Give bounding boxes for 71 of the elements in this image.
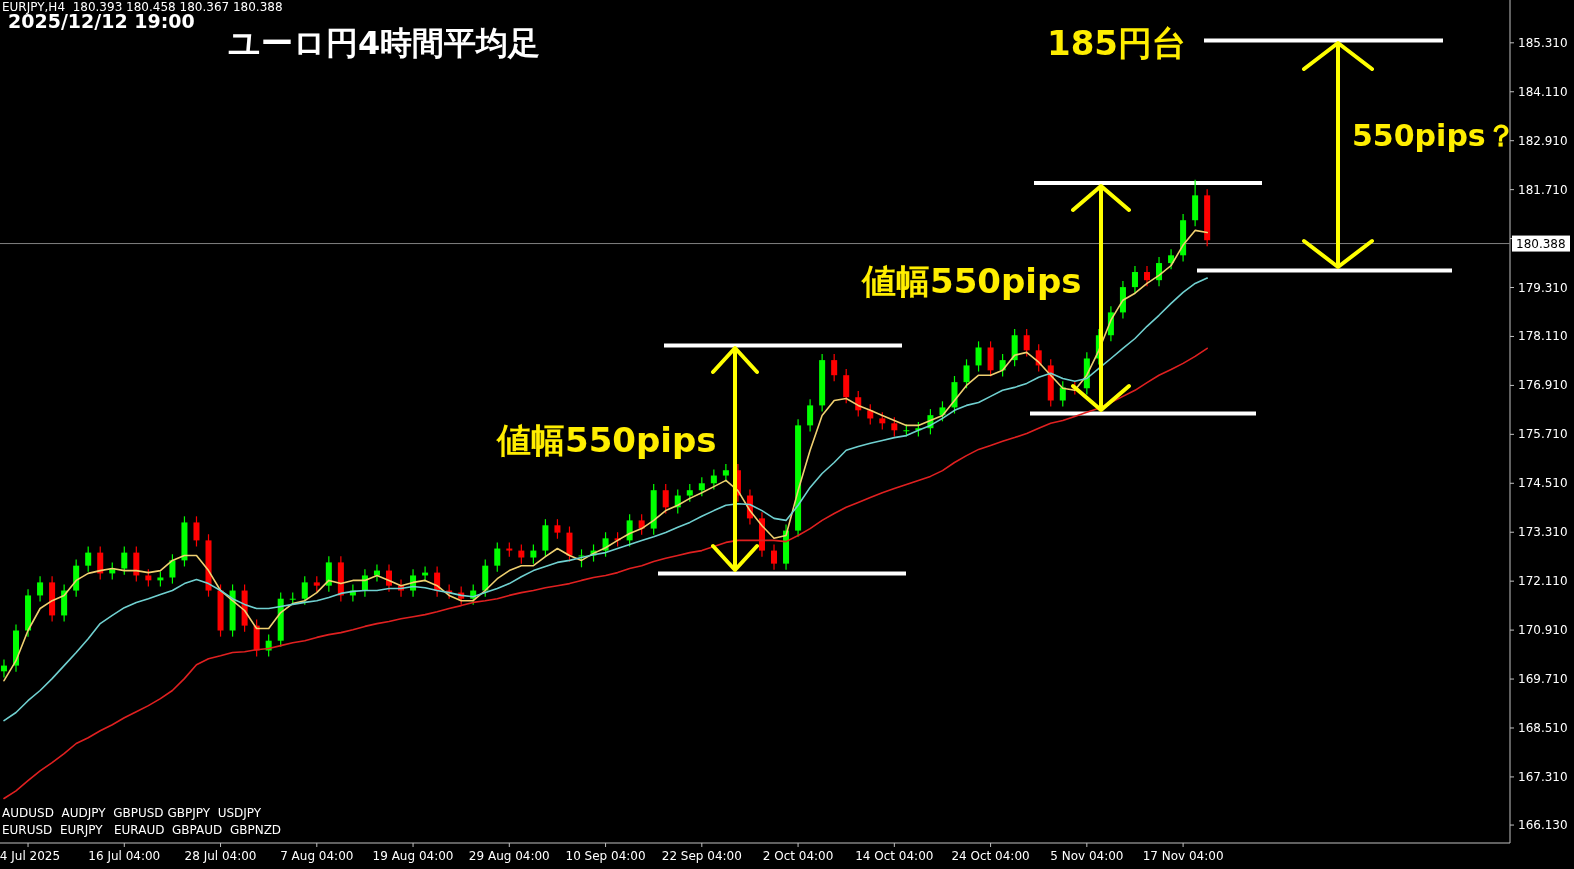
y-tick-label: 182.910: [1518, 133, 1568, 148]
y-tick-label: 170.910: [1518, 623, 1568, 638]
candlestick: [193, 515, 200, 548]
candlestick: [662, 483, 669, 515]
x-tick-label: 2 Oct 04:00: [762, 849, 834, 863]
candlestick: [518, 543, 525, 565]
x-tick-label: 5 Nov 04:00: [1050, 849, 1124, 863]
x-tick-label: 22 Sep 04:00: [661, 849, 742, 863]
candlestick: [566, 525, 573, 563]
candlestick: [638, 513, 645, 536]
candlestick: [325, 555, 332, 593]
text: ユーロ円4時間平均足: [228, 24, 541, 62]
candlestick: [1023, 328, 1030, 358]
x-tick-label: 28 Jul 04:00: [184, 849, 257, 863]
candlestick: [975, 340, 982, 373]
candlestick: [939, 400, 946, 422]
line-series: [3, 229, 1208, 682]
y-tick-label: 169.710: [1518, 672, 1568, 687]
x-tick-label: 10 Sep 04:00: [565, 849, 646, 863]
y-tick-label: 181.710: [1518, 182, 1568, 197]
candlestick: [1143, 265, 1151, 287]
candlestick: [1168, 248, 1175, 270]
x-tick-label: 14 Oct 04:00: [855, 849, 934, 863]
annotation: EURJPY,H4 180.393 180.458 180.367 180.388: [2, 0, 283, 14]
candlestick: [133, 545, 140, 583]
candlestick: [121, 545, 128, 576]
candlestick: [843, 368, 850, 404]
x-tick-label: 24 Oct 04:00: [951, 849, 1030, 863]
annotation: 値幅550pips: [861, 261, 1082, 301]
x-tick-label: 16 Jul 04:00: [88, 849, 161, 863]
candlestick: [963, 358, 970, 389]
candlestick: [771, 543, 778, 571]
candlestick: [554, 518, 561, 540]
annotation: 値幅550pips: [496, 420, 717, 460]
x-tick-label: 7 Aug 04:00: [280, 849, 354, 863]
annotation: EURUSD EURJPY EURAUD GBPAUD GBPNZD: [2, 823, 282, 837]
candlestick: [37, 575, 44, 603]
y-tick-label: 173.310: [1518, 525, 1568, 540]
candlestick: [626, 513, 633, 548]
candlestick: [698, 476, 705, 497]
candlestick: [85, 545, 92, 573]
y-tick-label: 174.510: [1518, 476, 1568, 491]
candlestick: [494, 541, 501, 573]
annotation: 550pips？: [1352, 118, 1516, 153]
candlestick: [1059, 380, 1066, 408]
ref-line-label: 180.388: [1516, 236, 1566, 251]
y-tick-label: 179.310: [1518, 280, 1568, 295]
x-tick-label: 29 Aug 04:00: [468, 849, 550, 863]
candlestick: [722, 463, 729, 483]
candlestick: [301, 575, 308, 606]
y-tick-label: 184.110: [1518, 84, 1568, 99]
y-tick-label: 178.110: [1518, 329, 1568, 344]
candlestick: [169, 553, 176, 585]
line-series: [3, 347, 1208, 800]
x-tick-label: 19 Aug 04:00: [372, 849, 454, 863]
annotation: AUDUSD AUDJPY GBPUSD GBPJPY USDJPY: [2, 806, 262, 820]
y-tick-label: 175.710: [1518, 427, 1568, 442]
y-tick-label: 172.110: [1518, 574, 1568, 589]
x-tick-label: 17 Nov 04:00: [1142, 849, 1224, 863]
candlestick: [831, 353, 838, 382]
candlestick: [1131, 265, 1138, 294]
y-tick-label: 185.310: [1518, 35, 1568, 50]
y-tick-label: 167.310: [1518, 769, 1568, 784]
candlestick: [530, 543, 537, 565]
x-tick-label: 4 Jul 2025: [0, 849, 61, 863]
y-tick-label: 176.910: [1518, 378, 1568, 393]
y-tick-label: 166.130: [1518, 818, 1568, 833]
candlestick: [891, 416, 898, 437]
y-tick-label: 168.510: [1518, 720, 1568, 735]
candlestick: [807, 398, 814, 433]
annotation: 185円台: [1047, 23, 1186, 63]
